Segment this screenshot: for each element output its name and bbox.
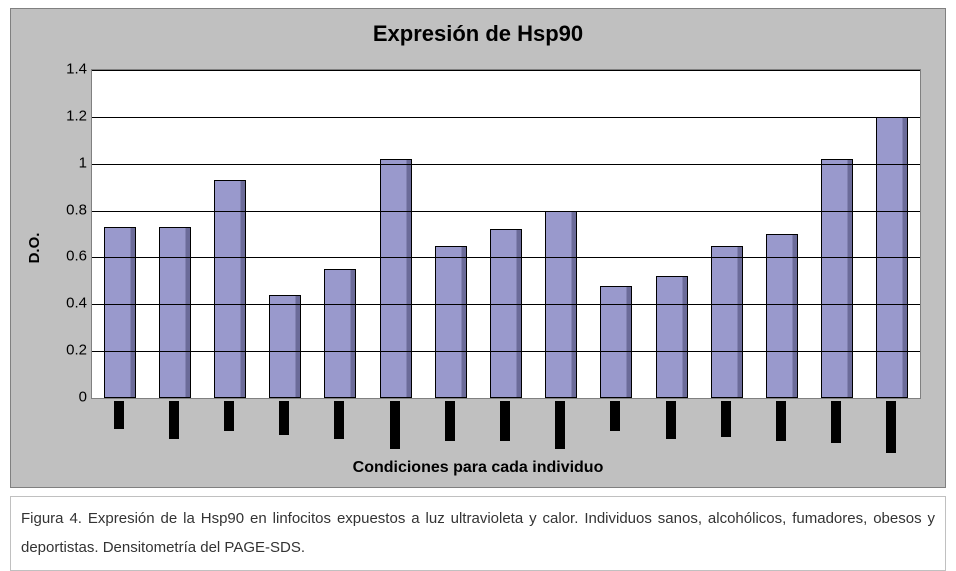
bar [269, 295, 301, 398]
gridline [92, 351, 920, 352]
x-tick-marker [445, 401, 455, 441]
bar [380, 159, 412, 398]
x-tick-marker [224, 401, 234, 431]
chart-outer: Expresión de Hsp90 D.O. 0 0.2 0.4 0.6 0.8 1 1.… [10, 8, 946, 488]
bar [821, 159, 853, 398]
bar [656, 276, 688, 398]
x-axis-markers [91, 401, 921, 451]
y-tick-label: 0.2 [51, 342, 87, 359]
bar [766, 234, 798, 398]
gridline [92, 70, 920, 71]
bar [104, 227, 136, 398]
y-tick-label: 0.8 [51, 201, 87, 218]
gridline [92, 117, 920, 118]
bar [214, 180, 246, 398]
y-tick-labels: 00.20.40.60.811.21.4 [51, 69, 87, 399]
x-tick-marker [721, 401, 731, 437]
x-tick-marker [334, 401, 344, 439]
x-tick-marker [114, 401, 124, 429]
x-tick-marker [666, 401, 676, 439]
y-tick-label: 1 [51, 154, 87, 171]
x-tick-marker [169, 401, 179, 439]
gridline [92, 211, 920, 212]
bar [324, 269, 356, 398]
bar [490, 229, 522, 398]
bar [159, 227, 191, 398]
bar [711, 246, 743, 398]
y-tick-label: 0.6 [51, 248, 87, 265]
gridline [92, 304, 920, 305]
gridline [92, 164, 920, 165]
x-tick-marker [390, 401, 400, 449]
x-tick-marker [886, 401, 896, 453]
bars-container [92, 70, 920, 398]
x-tick-marker [500, 401, 510, 441]
y-tick-label: 0.4 [51, 295, 87, 312]
x-tick-marker [831, 401, 841, 443]
bar [600, 286, 632, 398]
plot-area [91, 69, 921, 399]
bar [435, 246, 467, 398]
y-axis-label: D.O. [26, 233, 43, 264]
gridline [92, 257, 920, 258]
y-tick-label: 0 [51, 389, 87, 406]
x-tick-marker [610, 401, 620, 431]
figure-caption: Figura 4. Expresión de la Hsp90 en linfo… [10, 496, 946, 571]
x-tick-marker [555, 401, 565, 449]
x-axis-label: Condiciones para cada individuo [11, 459, 945, 477]
y-tick-label: 1.4 [51, 61, 87, 78]
y-tick-label: 1.2 [51, 107, 87, 124]
x-tick-marker [776, 401, 786, 441]
x-tick-marker [279, 401, 289, 435]
chart-title: Expresión de Hsp90 [11, 21, 945, 47]
